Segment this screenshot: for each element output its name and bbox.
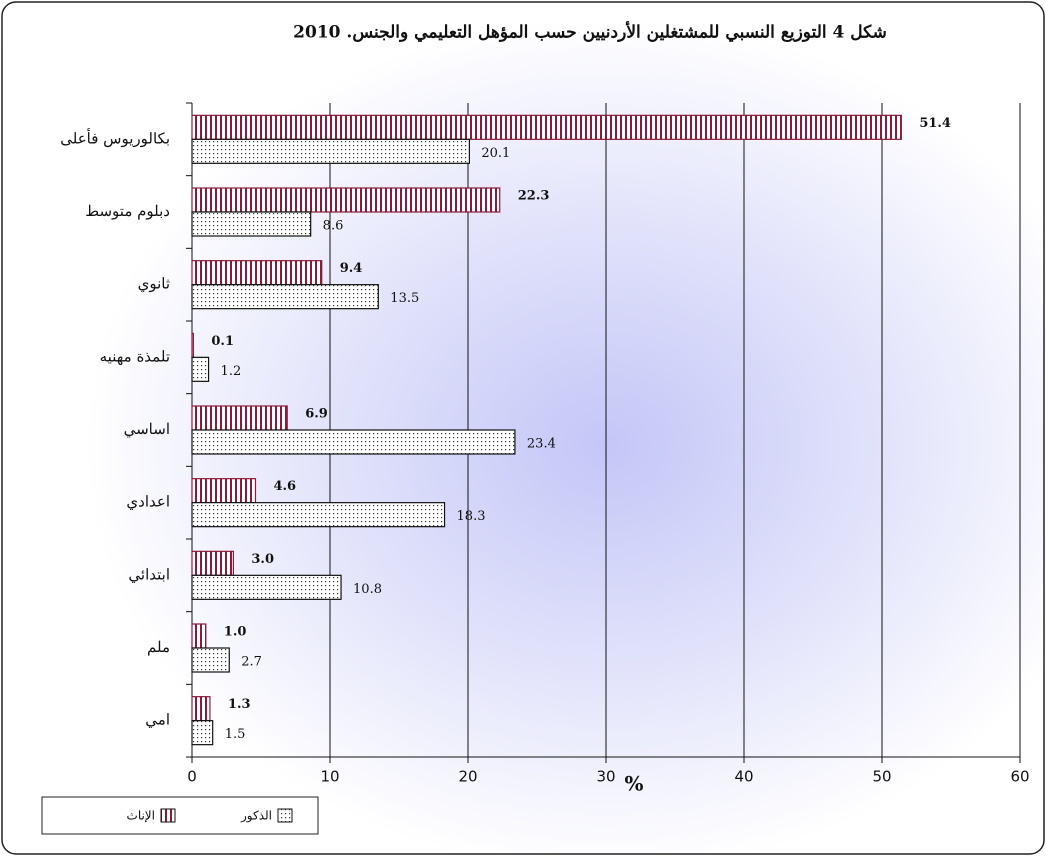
x-tick-label: 40: [734, 768, 753, 786]
data-label: 4.6: [273, 479, 296, 494]
x-tick-label: 10: [320, 768, 339, 786]
bar: [191, 284, 379, 310]
data-label: 1.0: [224, 625, 247, 640]
y-tick-label: ثانوي: [138, 275, 170, 293]
data-label: 51.4: [919, 116, 951, 131]
legend-swatch: [160, 808, 176, 823]
bar: [191, 720, 214, 746]
data-label: 0.1: [211, 334, 234, 349]
x-tick-label: 0: [187, 768, 197, 786]
bar: [191, 647, 230, 673]
legend-swatch: [277, 808, 293, 823]
x-tick-label: 50: [872, 768, 891, 786]
data-label: 3.0: [251, 552, 274, 567]
data-label: 18.3: [457, 509, 486, 524]
bar: [191, 574, 342, 600]
bar: [191, 187, 501, 213]
data-label: 1.3: [228, 697, 251, 712]
bar: [191, 356, 210, 382]
chart-title: شكل 4 التوزيع النسبي للمشتغلين الأردنيين…: [293, 21, 887, 43]
legend-label: الإناث: [127, 809, 155, 824]
bar: [191, 260, 323, 286]
bar: [191, 623, 207, 649]
data-label: 10.8: [353, 582, 382, 597]
y-tick-label: امي: [145, 711, 170, 729]
data-label: 1.5: [225, 727, 246, 742]
bar: [191, 478, 257, 504]
legend: [41, 796, 319, 835]
bar: [191, 114, 902, 140]
data-label: 9.4: [340, 261, 363, 276]
legend-label: الذكور: [240, 809, 272, 823]
y-tick-label: دبلوم متوسط: [85, 202, 170, 220]
y-tick-label: ابتدائي: [128, 565, 170, 583]
bar: [191, 696, 211, 722]
y-tick-label: اعدادي: [126, 493, 170, 511]
data-label: 23.4: [527, 437, 556, 452]
y-tick-label: بكالوريوس فأعلى: [60, 128, 170, 147]
data-label: 2.7: [241, 655, 262, 670]
bar: [191, 405, 288, 431]
x-tick-label: 30: [596, 768, 615, 786]
x-tick-label: 20: [458, 768, 477, 786]
bar: [191, 550, 235, 576]
data-label: 20.1: [481, 146, 510, 161]
bar: [191, 332, 194, 358]
y-tick-label: اساسي: [124, 420, 170, 438]
data-label: 8.6: [323, 219, 344, 234]
y-tick-label: تلمذة مهنيه: [100, 347, 170, 365]
data-label: 6.9: [305, 407, 328, 422]
data-label: 13.5: [390, 291, 419, 306]
x-axis-label: %: [624, 772, 643, 796]
data-label: 22.3: [518, 189, 550, 204]
y-tick-label: ملم: [147, 638, 170, 656]
x-tick-label: 60: [1010, 768, 1029, 786]
data-label: 1.2: [221, 364, 242, 379]
bar: [191, 502, 446, 528]
bar: [191, 211, 312, 237]
bar: [191, 138, 470, 164]
bar: [191, 429, 516, 455]
